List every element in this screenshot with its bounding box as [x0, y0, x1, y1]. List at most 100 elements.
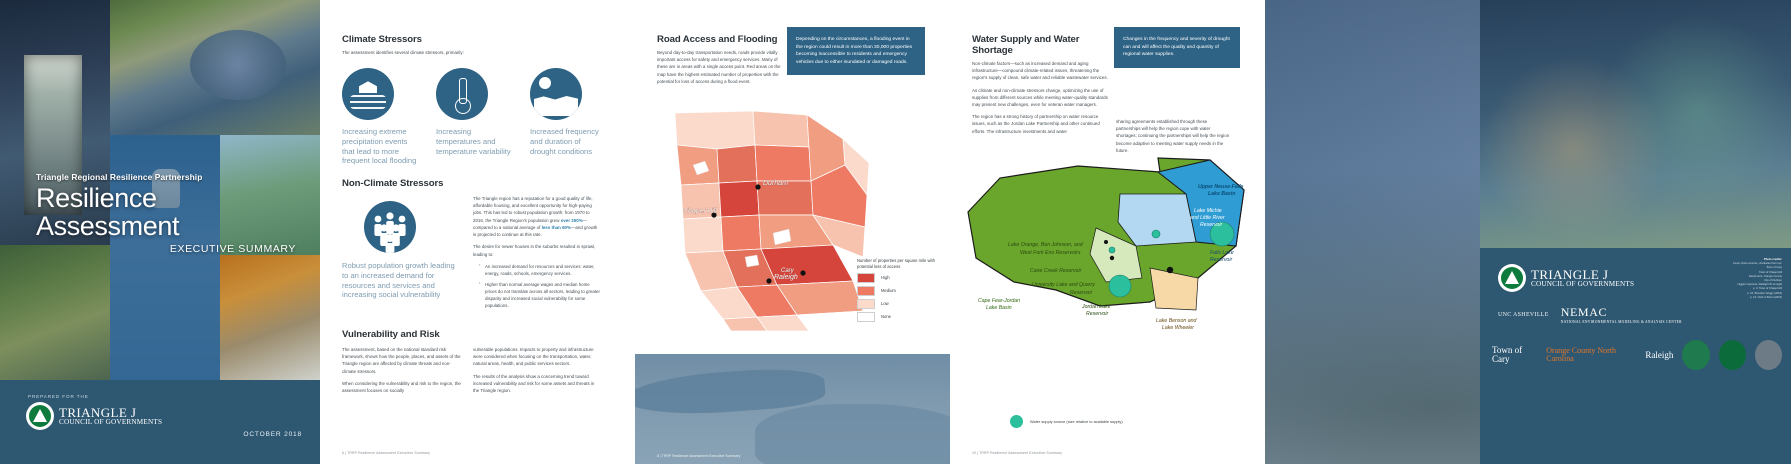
triangle-j-mark-icon [1498, 264, 1526, 292]
cover-tint-overlay [110, 135, 220, 380]
vulnerability-paragraph-1: The assessment, based on the national st… [342, 346, 461, 374]
orange-county-logo: Orange County North Carolina [1546, 345, 1636, 363]
city-of-durham-logo-icon [1754, 340, 1782, 370]
cover-photo-plaza-aerial [110, 0, 320, 135]
cover-date: OCTOBER 2018 [243, 431, 302, 438]
stressor-item-flood: Increasing extreme precipitation events … [342, 68, 420, 166]
credit-line: p. 13: Click to Brent (2015) [1750, 295, 1782, 299]
non-climate-columns: Robust population growth leading to an i… [342, 195, 615, 313]
svg-text:University Lake and Quarry: University Lake and Quarry [1032, 282, 1095, 288]
triangle-j-wordmark: TRIANGLE J COUNCIL OF GOVERNMENTS [1531, 267, 1635, 289]
svg-text:Lake Basin: Lake Basin [986, 305, 1012, 311]
svg-text:Cary: Cary [781, 268, 795, 274]
cover-photo-greenway [0, 245, 110, 380]
page-footer-climate: 6 | TRRP Resilience Assessment Executive… [342, 451, 431, 455]
non-climate-stressors-heading: Non-Climate Stressors [342, 178, 444, 190]
svg-text:Falls Lake: Falls Lake [1210, 250, 1234, 256]
nemac-name: NEMAC [1560, 305, 1608, 319]
people-group-icon [364, 201, 416, 254]
legend-item-high: High [857, 273, 949, 284]
population-growth-paragraph: The Triangle region has a reputation for… [473, 196, 598, 238]
cover-photo-courthouse [220, 255, 320, 380]
road-access-callout: Depending on the circumstances, a floodi… [787, 27, 925, 76]
chapel-hill-seal-icon [1682, 340, 1710, 370]
back-cover-logo-panel: TRIANGLE J COUNCIL OF GOVERNMENTS UNC AS… [1480, 248, 1791, 464]
triangle-j-wordmark: TRIANGLE J COUNCIL OF GOVERNMENTS [59, 404, 163, 427]
svg-text:Chapel Hill: Chapel Hill [683, 208, 717, 215]
svg-text:Lake Basin: Lake Basin [1208, 191, 1235, 197]
page-footer-water: 10 | TRRP Resilience Assessment Executiv… [972, 451, 1063, 455]
road-access-heading: Road Access and Flooding [657, 34, 778, 45]
photo-credits-heading: Photo credits: [1763, 258, 1782, 261]
svg-text:Lake Orange, Ben Johnson, and: Lake Orange, Ben Johnson, and [1008, 242, 1084, 248]
stressor-label-drought: Increased frequency and duration of drou… [530, 127, 599, 156]
legend-item-none: None [857, 312, 949, 323]
org-line-2: COUNCIL OF GOVERNMENTS [1531, 279, 1635, 288]
water-paragraph-2: As climate and non-climate stressors cha… [972, 87, 1108, 108]
vulnerability-paragraph-2: When considering the vulnerability and r… [342, 380, 461, 393]
water-supply-heading: Water Supply and Water Shortage [972, 34, 1080, 56]
svg-text:Cane Creek Reservoir: Cane Creek Reservoir [1030, 268, 1082, 274]
credit-line: Cover photo sources, clockwise from top: [1732, 262, 1782, 266]
flood-risk-map: Durham Chapel Hill Raleigh Cary [657, 105, 882, 335]
drought-icon [530, 68, 582, 121]
page-photo-water [635, 354, 950, 464]
unc-asheville-logo: UNC ASHEVILLE [1498, 311, 1549, 318]
non-climate-icon-column: Robust population growth leading to an i… [342, 195, 462, 313]
legend-swatch-low [857, 299, 875, 310]
legend-label-low: Low [881, 301, 889, 307]
svg-text:Reservoir: Reservoir [1200, 222, 1222, 228]
photo-credits-block: Photo credits: Cover photo sources, cloc… [1686, 258, 1782, 300]
legend-label-medium: Medium [881, 288, 896, 294]
spread-photo-gap [1265, 0, 1480, 464]
svg-text:Raleigh: Raleigh [774, 274, 798, 281]
partner-row-municipal: Town of Cary Orange County North Carolin… [1492, 340, 1782, 370]
partner-label-orange: Orange County North Carolina [1546, 345, 1617, 363]
svg-text:Lake Michie: Lake Michie [1194, 208, 1222, 214]
stressor-item-temperature: Increasing temperatures and temperature … [436, 68, 514, 166]
svg-text:Reservoir: Reservoir [1086, 311, 1108, 317]
cover-footer-bar: PREPARED FOR THE TRIANGLE J COUNCIL OF G… [0, 380, 320, 464]
cover-collage: Triangle Regional Resilience Partnership… [0, 0, 320, 464]
partner-row-academic: UNC ASHEVILLE NEMAC NATIONAL ENVIRONMENT… [1498, 305, 1682, 324]
town-of-cary-logo: Town of Cary [1492, 344, 1537, 365]
raleigh-logo: Raleigh [1645, 350, 1674, 360]
org-line-2: COUNCIL OF GOVERNMENTS [59, 417, 163, 426]
page-back-cover: TRIANGLE J COUNCIL OF GOVERNMENTS UNC AS… [1480, 0, 1791, 464]
page-road-access-flooding: Road Access and Flooding Beyond day-to-d… [635, 0, 950, 464]
svg-text:West Fork Eno Reservoirs: West Fork Eno Reservoirs [1020, 250, 1081, 256]
svg-text:Upper Neuse-Falls: Upper Neuse-Falls [1198, 184, 1244, 190]
vulnerability-columns: The assessment, based on the national st… [342, 346, 615, 399]
legend-item-medium: Medium [857, 286, 949, 297]
cover-title-block: Triangle Regional Resilience Partnership… [36, 172, 296, 255]
page-cover: Triangle Regional Resilience Partnership… [0, 0, 320, 464]
sprawl-paragraph: The desire for newer houses in the subur… [473, 244, 596, 257]
partner-label-cary: Town of Cary [1492, 344, 1523, 364]
cover-kicker: Triangle Regional Resilience Partnership [36, 172, 203, 182]
stressor-label-temperature: Increasing temperatures and temperature … [436, 127, 511, 156]
svg-text:Jordan Lake: Jordan Lake [1081, 304, 1111, 310]
flood-icon [342, 68, 394, 121]
climate-stressors-heading: Climate Stressors [342, 34, 422, 45]
org-line-1: TRIANGLE J [59, 404, 137, 420]
water-paragraph-1: Non-climate factors—such as increased de… [972, 61, 1108, 81]
back-cover-triangle-j-logo: TRIANGLE J COUNCIL OF GOVERNMENTS [1498, 264, 1634, 292]
legend-swatch-high [857, 273, 875, 284]
flood-map-legend: Number of properties per square mile wit… [857, 258, 949, 323]
svg-text:Lake Wheeler: Lake Wheeler [1162, 325, 1194, 331]
prepared-for-label: PREPARED FOR THE [28, 394, 89, 399]
non-climate-label: Robust population growth leading to an i… [342, 261, 455, 300]
climate-stressors-intro: The assessment identifies several climat… [342, 50, 464, 55]
cover-subtitle: EXECUTIVE SUMMARY [169, 242, 296, 255]
water-source-swatch-icon [1010, 415, 1023, 428]
stressor-label-flood: Increasing extreme precipitation events … [342, 127, 417, 166]
legend-swatch-none [857, 312, 875, 323]
flood-legend-title: Number of properties per square mile wit… [857, 258, 935, 270]
cover-photo-raleigh-skyline [0, 0, 110, 245]
non-climate-text-column: The Triangle region has a reputation for… [473, 195, 601, 313]
vulnerability-right-column: vulnerable populations. Impacts to prope… [473, 346, 601, 399]
cover-photo-chapel-hill [220, 135, 320, 255]
page-water-supply: Water Supply and Water Shortage Non-clim… [950, 0, 1265, 464]
water-map-legend: Water supply source (size relative to av… [1010, 415, 1160, 428]
